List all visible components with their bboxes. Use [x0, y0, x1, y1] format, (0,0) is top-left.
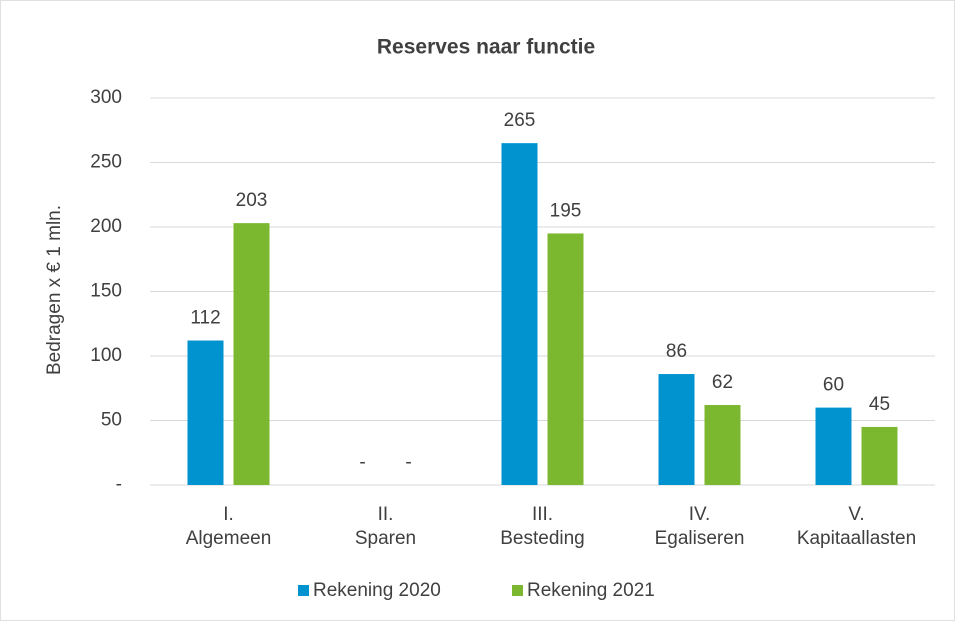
data-label: 45 [869, 394, 890, 415]
y-tick-label: 100 [90, 345, 122, 366]
x-tick-label: II. [378, 504, 394, 525]
bar [187, 340, 224, 485]
data-label: - [359, 452, 365, 473]
data-label: - [405, 452, 411, 473]
data-label: 265 [504, 110, 536, 131]
y-tick-label: 300 [90, 87, 122, 108]
bar [501, 143, 538, 485]
data-label: 62 [712, 372, 733, 393]
y-tick-label: 150 [90, 281, 122, 302]
x-tick-label: Algemeen [186, 528, 272, 549]
data-label: 195 [550, 200, 582, 221]
bar [658, 374, 695, 485]
y-tick-label: 50 [101, 410, 122, 431]
y-tick-label: 200 [90, 216, 122, 237]
data-label: 112 [190, 308, 220, 329]
bar [815, 407, 852, 485]
data-label: 203 [236, 190, 268, 211]
x-tick-label: Besteding [500, 528, 585, 549]
bar [861, 426, 898, 485]
x-tick-label: III. [532, 504, 553, 525]
y-axis-label: Bedragen x € 1 mln. [44, 205, 65, 375]
bar [233, 223, 270, 485]
y-tick-label: - [116, 474, 122, 495]
legend-label: Rekening 2021 [527, 580, 655, 601]
chart-title: Reserves naar functie [377, 36, 595, 59]
x-tick-label: I. [223, 504, 234, 525]
legend-label: Rekening 2020 [313, 580, 441, 601]
y-tick-label: 250 [90, 152, 122, 173]
bar [547, 233, 584, 485]
x-tick-label: Egaliseren [655, 528, 745, 549]
x-tick-label: V. [848, 504, 864, 525]
data-label: 86 [666, 341, 687, 362]
legend-swatch [512, 585, 523, 596]
x-tick-label: IV. [689, 504, 711, 525]
data-label: 60 [823, 375, 844, 396]
x-tick-label: Kapitaallasten [797, 528, 916, 549]
legend-swatch [298, 585, 309, 596]
bar [704, 405, 741, 485]
x-tick-label: Sparen [355, 528, 416, 549]
